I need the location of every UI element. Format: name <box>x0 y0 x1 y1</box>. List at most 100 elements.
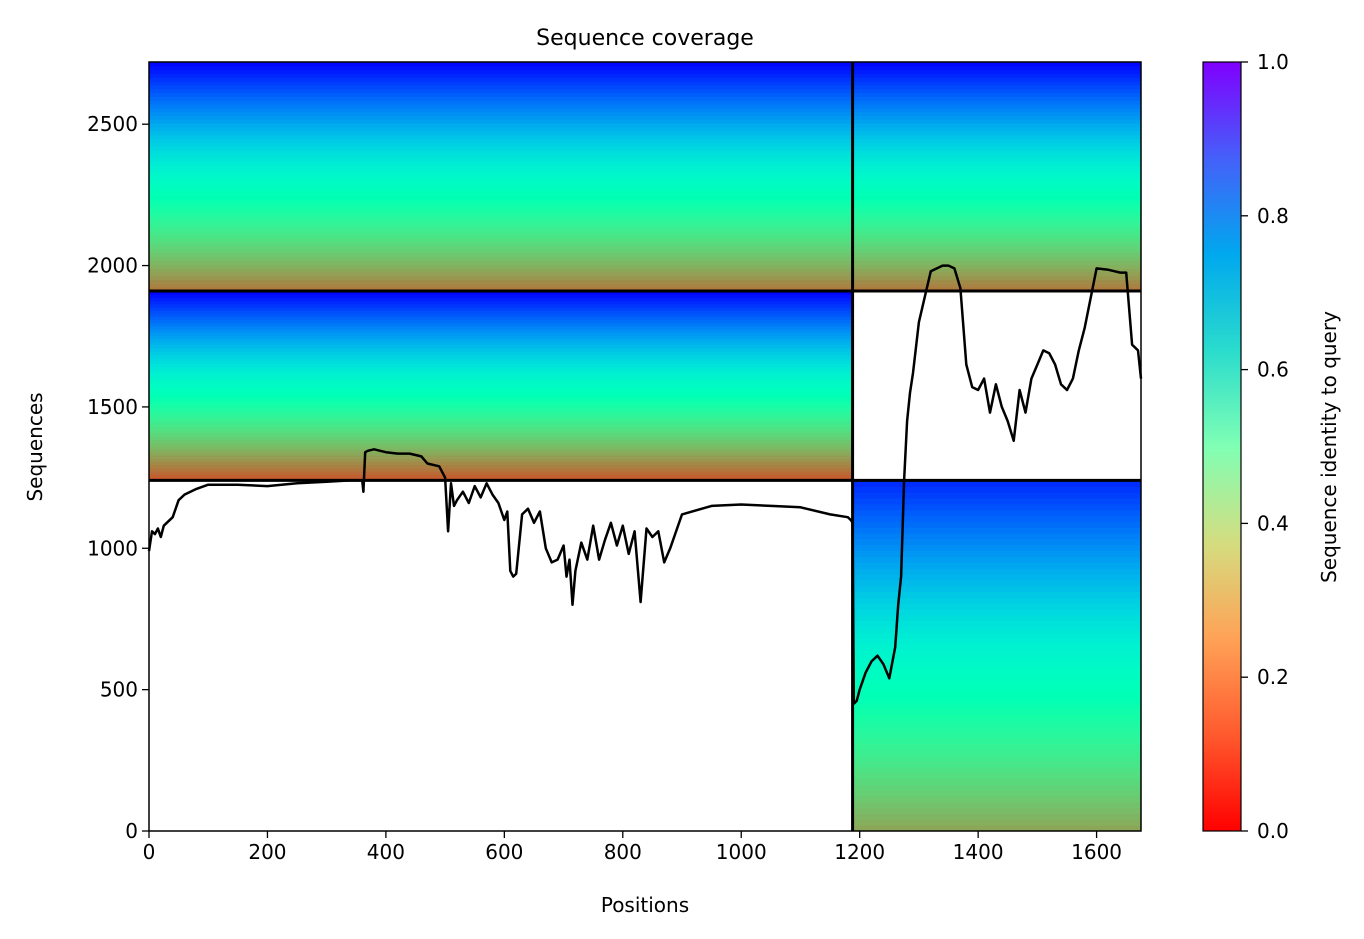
msa-strip <box>149 149 853 155</box>
y-tick-label: 2500 <box>87 112 138 136</box>
msa-block <box>852 62 1141 292</box>
msa-strip <box>149 81 853 86</box>
msa-strip <box>852 134 1141 139</box>
msa-strip <box>852 203 1141 208</box>
msa-strip <box>852 226 1141 231</box>
msa-strip <box>149 88 853 94</box>
msa-strip <box>852 608 1141 616</box>
msa-strip <box>852 184 1141 189</box>
msa-strip <box>852 275 1141 281</box>
msa-strip <box>149 452 853 456</box>
msa-strip <box>852 673 1141 680</box>
msa-strip <box>852 180 1141 185</box>
msa-strip <box>852 84 1141 90</box>
msa-strip <box>852 168 1141 174</box>
msa-strip <box>149 461 853 466</box>
msa-strip <box>149 287 853 292</box>
msa-strip <box>149 439 853 444</box>
x-tick-label: 1000 <box>716 840 767 864</box>
msa-strip <box>852 784 1141 791</box>
msa-strip <box>149 395 853 399</box>
msa-strip <box>852 725 1141 733</box>
msa-strip <box>149 241 853 246</box>
msa-strip <box>149 325 853 330</box>
msa-strip <box>852 755 1141 762</box>
msa-strip <box>852 480 1141 487</box>
msa-strip <box>852 749 1141 756</box>
colorbar-label: Sequence identity to query <box>1317 311 1341 583</box>
msa-strip <box>149 172 853 178</box>
colorbar-tick-label: 0.4 <box>1257 511 1289 535</box>
x-tick-label: 1400 <box>953 840 1004 864</box>
msa-strip <box>149 199 853 204</box>
msa-strip <box>149 404 853 409</box>
msa-strip <box>852 597 1141 604</box>
msa-strip <box>852 73 1141 78</box>
msa-strip <box>852 509 1141 517</box>
msa-strip <box>149 350 853 355</box>
msa-strip <box>852 527 1141 534</box>
msa-strip <box>852 667 1141 674</box>
msa-strip <box>852 214 1141 220</box>
msa-strip <box>852 632 1141 639</box>
msa-block <box>852 480 1141 831</box>
coverage-line <box>147 264 1143 706</box>
msa-strip <box>149 229 853 235</box>
msa-strip <box>149 256 853 262</box>
msa-strip <box>852 96 1141 101</box>
msa-strip <box>149 126 853 132</box>
msa-strip <box>852 538 1141 546</box>
msa-strip <box>852 772 1141 780</box>
msa-strip <box>852 649 1141 657</box>
msa-strip <box>149 398 853 403</box>
msa-strip <box>149 249 853 254</box>
msa-block <box>149 62 853 292</box>
msa-strip <box>852 279 1141 284</box>
msa-strip <box>149 433 853 437</box>
msa-strip <box>149 347 853 352</box>
msa-strip <box>149 260 853 265</box>
msa-strip <box>852 264 1141 269</box>
y-tick-label: 0 <box>125 819 138 843</box>
msa-strip <box>852 568 1141 575</box>
msa-strip <box>852 142 1141 147</box>
msa-strip <box>149 191 853 197</box>
msa-strip <box>149 153 853 159</box>
x-axis-ticks: 0 200 400 600 800 1000 1200 1400 1600 <box>143 831 1122 864</box>
msa-strip <box>852 807 1141 815</box>
msa-strip <box>852 199 1141 204</box>
msa-strip <box>149 407 853 412</box>
msa-strip <box>149 294 853 298</box>
msa-strip <box>852 229 1141 235</box>
msa-strip <box>852 614 1141 622</box>
msa-strip <box>852 172 1141 178</box>
msa-strip <box>852 492 1141 499</box>
msa-strip <box>852 222 1141 227</box>
msa-strip <box>852 138 1141 143</box>
msa-strip <box>852 731 1141 739</box>
msa-strip <box>149 222 853 227</box>
msa-strip <box>852 638 1141 645</box>
msa-strip <box>852 107 1141 113</box>
msa-strip <box>149 268 853 273</box>
msa-strip <box>852 81 1141 86</box>
msa-strip <box>149 306 853 311</box>
chart-title: Sequence coverage <box>536 26 754 51</box>
msa-strip <box>149 338 853 343</box>
msa-strip <box>852 149 1141 155</box>
msa-strip <box>149 65 853 71</box>
msa-strip <box>149 92 853 97</box>
msa-strip <box>852 157 1141 162</box>
msa-strip <box>149 279 853 284</box>
msa-strip <box>852 161 1141 166</box>
msa-strip <box>852 100 1141 105</box>
msa-strip <box>149 184 853 189</box>
msa-strip <box>149 414 853 418</box>
msa-strip <box>149 73 853 78</box>
plot-frame <box>148 61 1142 832</box>
msa-strip <box>852 195 1141 201</box>
msa-strip <box>852 562 1141 569</box>
msa-strip <box>149 119 853 124</box>
x-tick-label: 800 <box>604 840 642 864</box>
msa-strip <box>852 115 1141 120</box>
